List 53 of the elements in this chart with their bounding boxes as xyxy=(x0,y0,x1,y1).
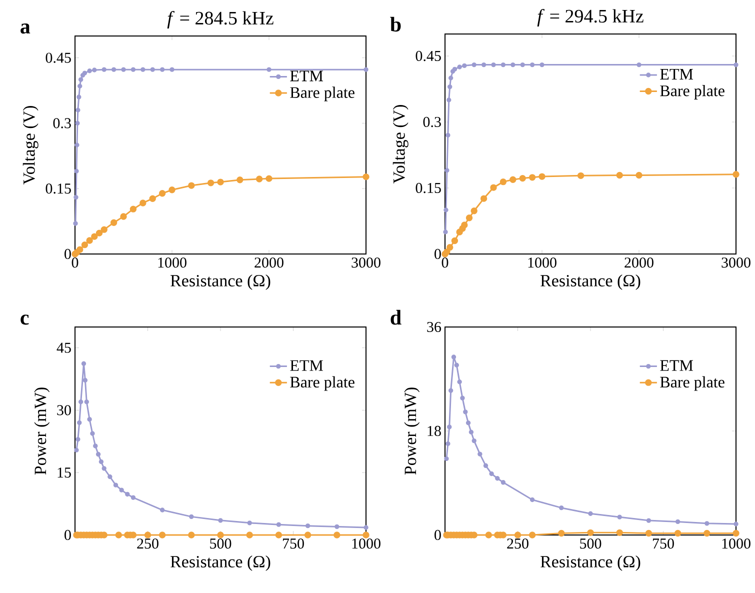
text: c xyxy=(20,314,29,325)
y-tick-label: 30 xyxy=(57,405,71,416)
y-tick-label: 0 xyxy=(64,530,71,540)
y-axis-title: Voltage (V) xyxy=(22,106,38,185)
y-tick-label: 45 xyxy=(56,342,71,353)
y-tick-label: 15 xyxy=(58,468,71,478)
x-tick-label: 750 xyxy=(652,538,674,549)
y-tick-label: 0.3 xyxy=(53,118,71,128)
x-tick-label: 1000 xyxy=(158,258,186,268)
x-tick-label: 500 xyxy=(580,538,602,549)
y-tick-label: 0 xyxy=(434,530,441,540)
x-tick-label: 0 xyxy=(72,258,78,268)
text: b xyxy=(390,16,401,32)
legend-label: ETM xyxy=(660,68,693,80)
x-tick-label: 500 xyxy=(210,538,232,549)
legend-label: ETM xyxy=(290,360,323,371)
x-tick-label: 2000 xyxy=(624,258,654,268)
legend-label: Bare plate xyxy=(660,84,724,100)
y-axis-title: Power (mW) xyxy=(34,388,50,475)
x-tick-label: 1000 xyxy=(528,258,556,268)
x-tick-label: 1000 xyxy=(352,538,380,549)
y-tick-label: 0 xyxy=(434,248,441,260)
chart-title: f = 284.5 kHz xyxy=(167,11,274,28)
text: a xyxy=(20,24,30,34)
x-tick-label: 250 xyxy=(137,538,158,549)
legend-label: ETM xyxy=(660,360,693,371)
y-tick-label: 18 xyxy=(428,426,441,436)
legend-label: ETM xyxy=(290,70,323,82)
x-tick-label: 3000 xyxy=(352,258,380,268)
y-tick-label: 0.15 xyxy=(46,183,71,194)
y-tick-label: 0 xyxy=(64,248,71,260)
x-tick-label: 250 xyxy=(507,538,528,549)
y-axis-title: Voltage (V) xyxy=(392,105,408,184)
y-tick-label: 0.45 xyxy=(46,52,71,63)
x-tick-label: 0 xyxy=(442,258,448,268)
legend-label: Bare plate xyxy=(290,86,354,102)
legend-label: Bare plate xyxy=(660,376,724,391)
x-tick-label: 3000 xyxy=(722,258,750,268)
x-axis-title: Resistance (Ω) xyxy=(170,556,270,571)
x-tick-label: 1000 xyxy=(722,538,750,549)
x-tick-label: 2000 xyxy=(254,258,284,268)
y-tick-label: 36 xyxy=(427,322,442,332)
y-tick-label: 0.15 xyxy=(416,182,441,194)
y-axis-title: Power (mW) xyxy=(404,388,420,475)
y-tick-label: 0.3 xyxy=(423,116,441,128)
x-tick-label: 750 xyxy=(282,538,304,549)
y-tick-label: 0.45 xyxy=(416,50,441,62)
chart-title: f = 294.5 kHz xyxy=(537,9,644,26)
text: d xyxy=(390,310,402,325)
legend-label: Bare plate xyxy=(290,376,354,391)
x-axis-title: Resistance (Ω) xyxy=(540,274,640,290)
x-axis-title: Resistance (Ω) xyxy=(170,274,270,290)
x-axis-title: Resistance (Ω) xyxy=(540,556,640,571)
